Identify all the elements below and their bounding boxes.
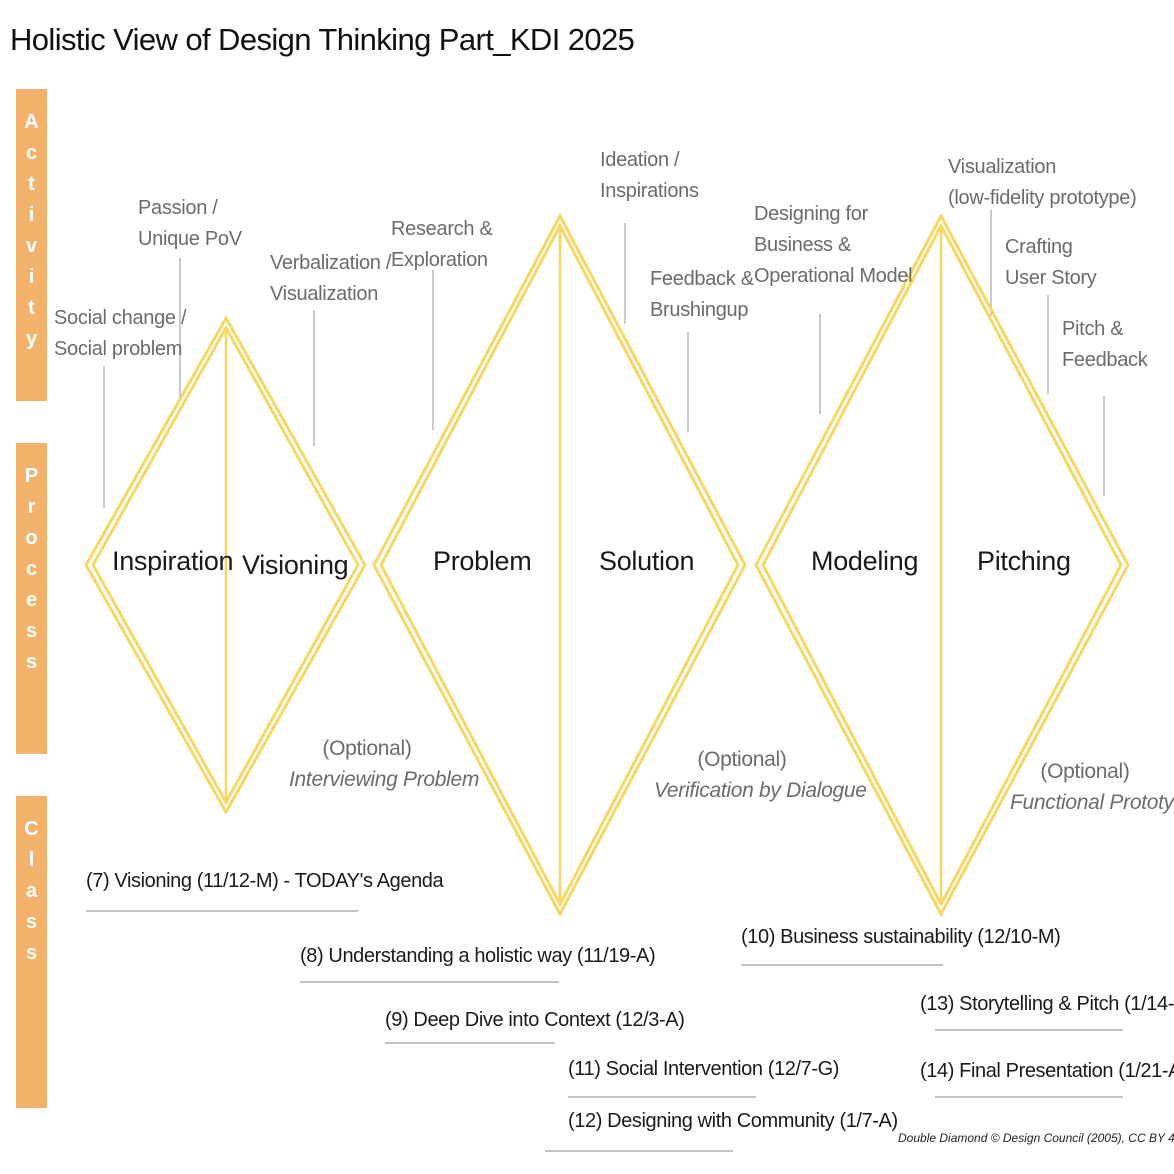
band-letter: i (28, 266, 35, 288)
optional-prefix: (Optional) (1040, 760, 1130, 783)
class-underline (545, 1150, 733, 1152)
process-visioning: Visioning (242, 550, 349, 580)
process-modeling: Modeling (811, 546, 919, 576)
band-letter: r (27, 496, 36, 518)
optional-text: Interviewing Problem (289, 768, 480, 791)
class-underline (568, 1096, 756, 1098)
optional-prefix: (Optional) (322, 737, 412, 760)
activity-label-line: Research & (391, 218, 493, 240)
band-letter: t (28, 173, 35, 195)
band-letter: c (25, 142, 38, 164)
activity-label-line: Social problem (54, 338, 183, 360)
activity-label-line: Pitch & (1062, 318, 1124, 340)
activity-label-line: (low-fidelity prototype) (948, 187, 1137, 209)
activity-label-line: Unique PoV (138, 228, 242, 250)
class-item-8: (8) Understanding a holistic way (11/19-… (300, 945, 656, 967)
band-letter: s (25, 942, 38, 964)
band-letter: v (25, 235, 38, 257)
class-underline (86, 910, 358, 912)
optional-text: Functional Prototype (1010, 791, 1174, 814)
activity-label-line: Social change / (54, 307, 187, 329)
band-letter: c (25, 558, 38, 580)
activity-pitch-feedback: Pitch & Feedback (1062, 314, 1148, 376)
activity-label-line: Designing for (754, 203, 868, 225)
diamond-outer-outline (84, 314, 367, 816)
band-letter: a (25, 880, 38, 902)
band-letter: t (28, 297, 35, 319)
band-letter: y (25, 328, 38, 350)
class-underline (935, 1096, 1123, 1098)
activity-label-line: Operational Model (754, 265, 913, 287)
activity-label-line: Business & (754, 234, 852, 256)
class-underline (935, 1029, 1123, 1031)
activity-visualization: Visualization (low-fidelity prototype) (948, 152, 1137, 214)
activity-label-line: Ideation / (600, 149, 680, 171)
diamond-outer-outline (372, 212, 747, 918)
process-inspiration: Inspiration (112, 546, 234, 576)
optional-functional-prototype: (Optional) Functional Prototype (1010, 756, 1174, 818)
activity-verbalization: Verbalization / Visualization (270, 248, 391, 310)
process-solution: Solution (599, 546, 695, 576)
band-letter: C (24, 818, 39, 840)
activity-label-line: Feedback (1062, 349, 1148, 371)
activity-label-line: Feedback & (650, 268, 754, 290)
activity-label-line: Visualization (948, 156, 1057, 178)
double-diamond-credit: Double Diamond © Design Council (2005), … (898, 1131, 1174, 1145)
band-letter: s (25, 620, 38, 642)
optional-prefix: (Optional) (697, 748, 787, 771)
activity-crafting-story: Crafting User Story (1005, 232, 1097, 294)
band-letter: P (24, 465, 39, 487)
optional-verification: (Optional) Verification by Dialogue (654, 744, 867, 806)
diamond-inner-outline (379, 222, 740, 908)
band-letter: l (28, 849, 35, 871)
process-pitching: Pitching (977, 546, 1071, 576)
band-letter: s (25, 911, 38, 933)
band-letter: o (25, 527, 38, 549)
activity-label-line: Brushingup (650, 299, 749, 321)
activity-label-line: Visualization (270, 283, 379, 305)
optional-interviewing: (Optional) Interviewing Problem (289, 733, 480, 795)
class-item-11: (11) Social Intervention (12/7-G) (568, 1058, 839, 1080)
activity-label-line: Crafting (1005, 236, 1073, 258)
diamond-inner-outline (761, 222, 1123, 908)
activity-feedback: Feedback & Brushingup (650, 264, 754, 326)
band-letter: s (25, 651, 38, 673)
class-underline (741, 964, 943, 966)
activity-passion: Passion / Unique PoV (138, 193, 242, 255)
class-item-7: (7) Visioning (11/12-M) - TODAY's Agenda (86, 870, 444, 892)
activity-label-line: Verbalization / (270, 252, 392, 274)
activity-research: Research & Exploration (391, 214, 493, 276)
diamond-outer-outline (754, 212, 1130, 918)
class-item-9: (9) Deep Dive into Context (12/3-A) (385, 1009, 685, 1031)
class-item-13: (13) Storytelling & Pitch (1/14-M) (920, 993, 1174, 1015)
class-item-14: (14) Final Presentation (1/21-A) (920, 1060, 1174, 1082)
class-item-10: (10) Business sustainability (12/10-M) (741, 926, 1061, 948)
activity-label-line: Passion / (138, 197, 218, 219)
page-title: Holistic View of Design Thinking Part_KD… (10, 22, 635, 57)
activity-social-change: Social change / Social problem (54, 303, 187, 365)
band-letter: e (25, 589, 38, 611)
process-problem: Problem (433, 546, 532, 576)
activity-label-line: Exploration (391, 249, 488, 271)
activity-ideation: Ideation / Inspirations (600, 145, 699, 207)
activity-label-line: Inspirations (600, 180, 699, 202)
activity-label-line: User Story (1005, 267, 1097, 289)
class-underline (300, 981, 559, 983)
class-underline (385, 1042, 555, 1044)
band-letter: A (24, 111, 39, 133)
band-letter: i (28, 204, 35, 226)
diamond-inner-outline (91, 324, 360, 806)
optional-text: Verification by Dialogue (654, 779, 867, 802)
activity-designing-business: Designing for Business & Operational Model (754, 199, 913, 292)
class-item-12: (12) Designing with Community (1/7-A) (568, 1110, 898, 1132)
